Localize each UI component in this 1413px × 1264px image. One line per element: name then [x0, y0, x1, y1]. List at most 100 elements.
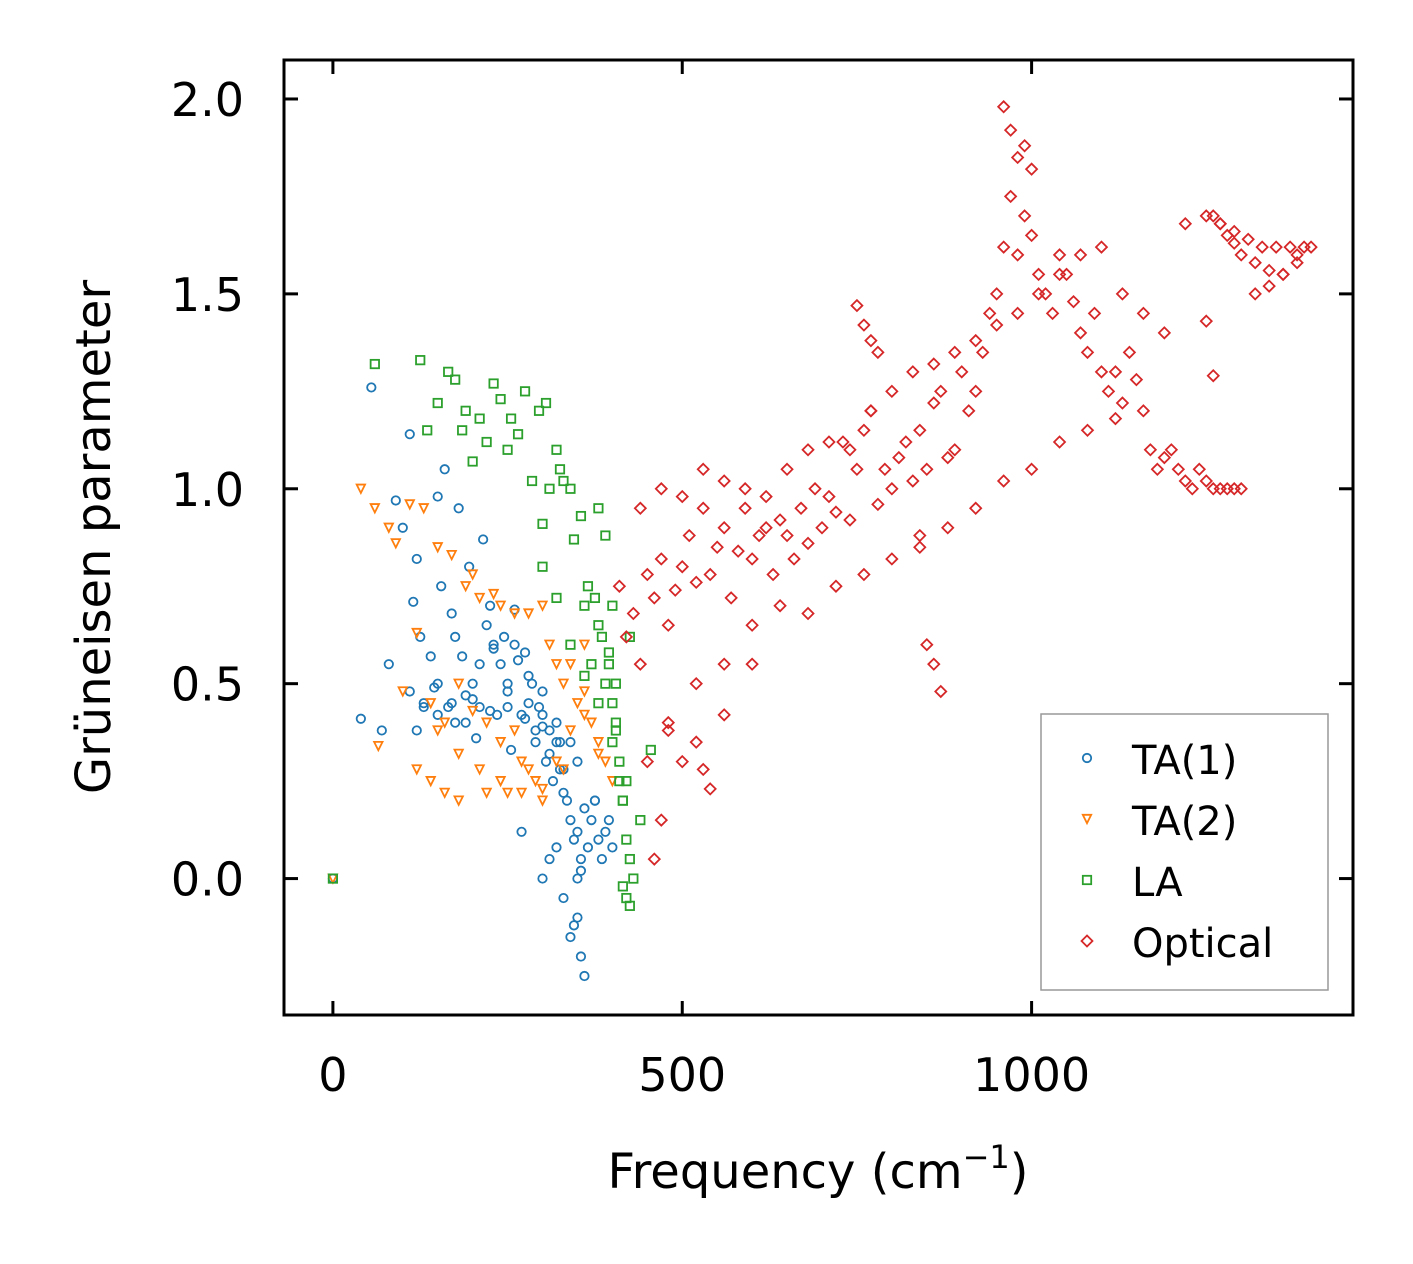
data-point — [494, 737, 507, 749]
data-point — [1024, 162, 1039, 176]
data-point — [519, 386, 531, 397]
data-point — [1073, 326, 1088, 340]
data-point — [696, 462, 710, 477]
data-point — [1220, 228, 1234, 243]
data-point — [558, 892, 569, 904]
data-point — [624, 853, 635, 865]
data-point — [411, 764, 423, 776]
data-point — [512, 429, 524, 440]
data-point — [989, 287, 1004, 301]
data-point — [537, 721, 548, 732]
y-tick-label: 0.5 — [171, 658, 244, 712]
data-point — [1066, 294, 1081, 309]
data-point — [717, 474, 731, 488]
data-point — [635, 815, 646, 826]
series-la — [327, 355, 656, 911]
data-point — [1073, 248, 1088, 262]
data-point — [850, 298, 864, 313]
data-point — [422, 425, 433, 436]
data-point — [600, 678, 611, 689]
data-point — [885, 482, 899, 496]
data-point — [996, 240, 1011, 254]
data-point — [355, 713, 366, 724]
data-point — [467, 678, 478, 689]
data-point — [954, 365, 969, 379]
data-point — [1010, 306, 1025, 321]
data-point — [1220, 482, 1234, 496]
data-point — [383, 522, 395, 534]
data-point — [1129, 372, 1144, 387]
data-point — [717, 708, 731, 722]
data-point — [1108, 411, 1123, 426]
data-point — [494, 776, 507, 788]
data-point — [564, 725, 577, 737]
data-point — [425, 776, 437, 788]
data-point — [561, 795, 573, 806]
data-point — [864, 404, 878, 418]
data-point — [968, 333, 983, 348]
data-point — [509, 639, 520, 650]
data-point — [537, 686, 548, 697]
data-point — [1024, 462, 1039, 477]
data-point — [586, 815, 597, 826]
data-point — [537, 561, 548, 572]
data-point — [640, 567, 655, 582]
data-point — [536, 600, 549, 612]
data-point — [1115, 287, 1130, 301]
data-point — [607, 600, 618, 611]
data-point — [1199, 474, 1214, 488]
data-point — [575, 853, 587, 865]
data-point — [473, 592, 486, 605]
data-point — [425, 698, 437, 710]
data-point — [480, 787, 493, 800]
y-tick-label: 0.0 — [171, 853, 244, 907]
x-tick-label: 1000 — [973, 1048, 1090, 1102]
data-point — [603, 647, 614, 658]
data-point — [589, 592, 601, 604]
data-point — [572, 826, 583, 837]
data-point — [857, 567, 871, 582]
data-point — [467, 456, 478, 467]
data-point — [1227, 224, 1241, 239]
data-point — [568, 920, 580, 931]
data-point — [439, 787, 451, 800]
data-point — [495, 659, 506, 670]
data-point — [1227, 482, 1241, 496]
data-point — [467, 694, 478, 705]
data-point — [1010, 248, 1025, 262]
data-point — [801, 443, 815, 457]
data-point — [579, 803, 590, 814]
x-tick-label: 500 — [638, 1048, 726, 1102]
data-point — [1206, 482, 1220, 496]
data-point — [501, 787, 514, 800]
data-point — [565, 931, 576, 943]
data-point — [460, 717, 471, 728]
data-point — [578, 686, 591, 698]
data-point — [585, 717, 598, 729]
data-point — [624, 900, 635, 911]
data-point — [404, 499, 416, 511]
data-point — [558, 475, 569, 487]
data-point — [1304, 240, 1318, 254]
data-point — [404, 429, 415, 440]
data-point — [372, 740, 384, 753]
data-point — [717, 521, 731, 535]
data-point — [453, 503, 464, 514]
data-point — [554, 464, 566, 475]
data-point — [471, 733, 482, 744]
data-point — [836, 435, 850, 449]
data-point — [1143, 443, 1158, 457]
data-point — [1003, 189, 1018, 204]
data-point — [366, 382, 377, 393]
data-point — [446, 698, 457, 709]
data-point — [582, 842, 594, 853]
data-point — [575, 951, 587, 962]
data-point — [494, 600, 507, 612]
plot-frame — [282, 58, 1355, 1017]
data-point — [390, 495, 401, 506]
data-point — [485, 705, 496, 717]
data-point — [571, 698, 584, 710]
data-point — [1038, 287, 1053, 301]
data-point — [1080, 423, 1095, 438]
